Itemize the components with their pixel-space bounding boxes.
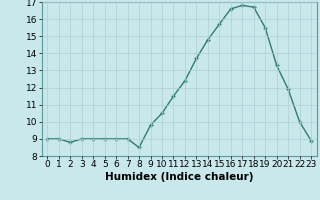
X-axis label: Humidex (Indice chaleur): Humidex (Indice chaleur) bbox=[105, 172, 253, 182]
